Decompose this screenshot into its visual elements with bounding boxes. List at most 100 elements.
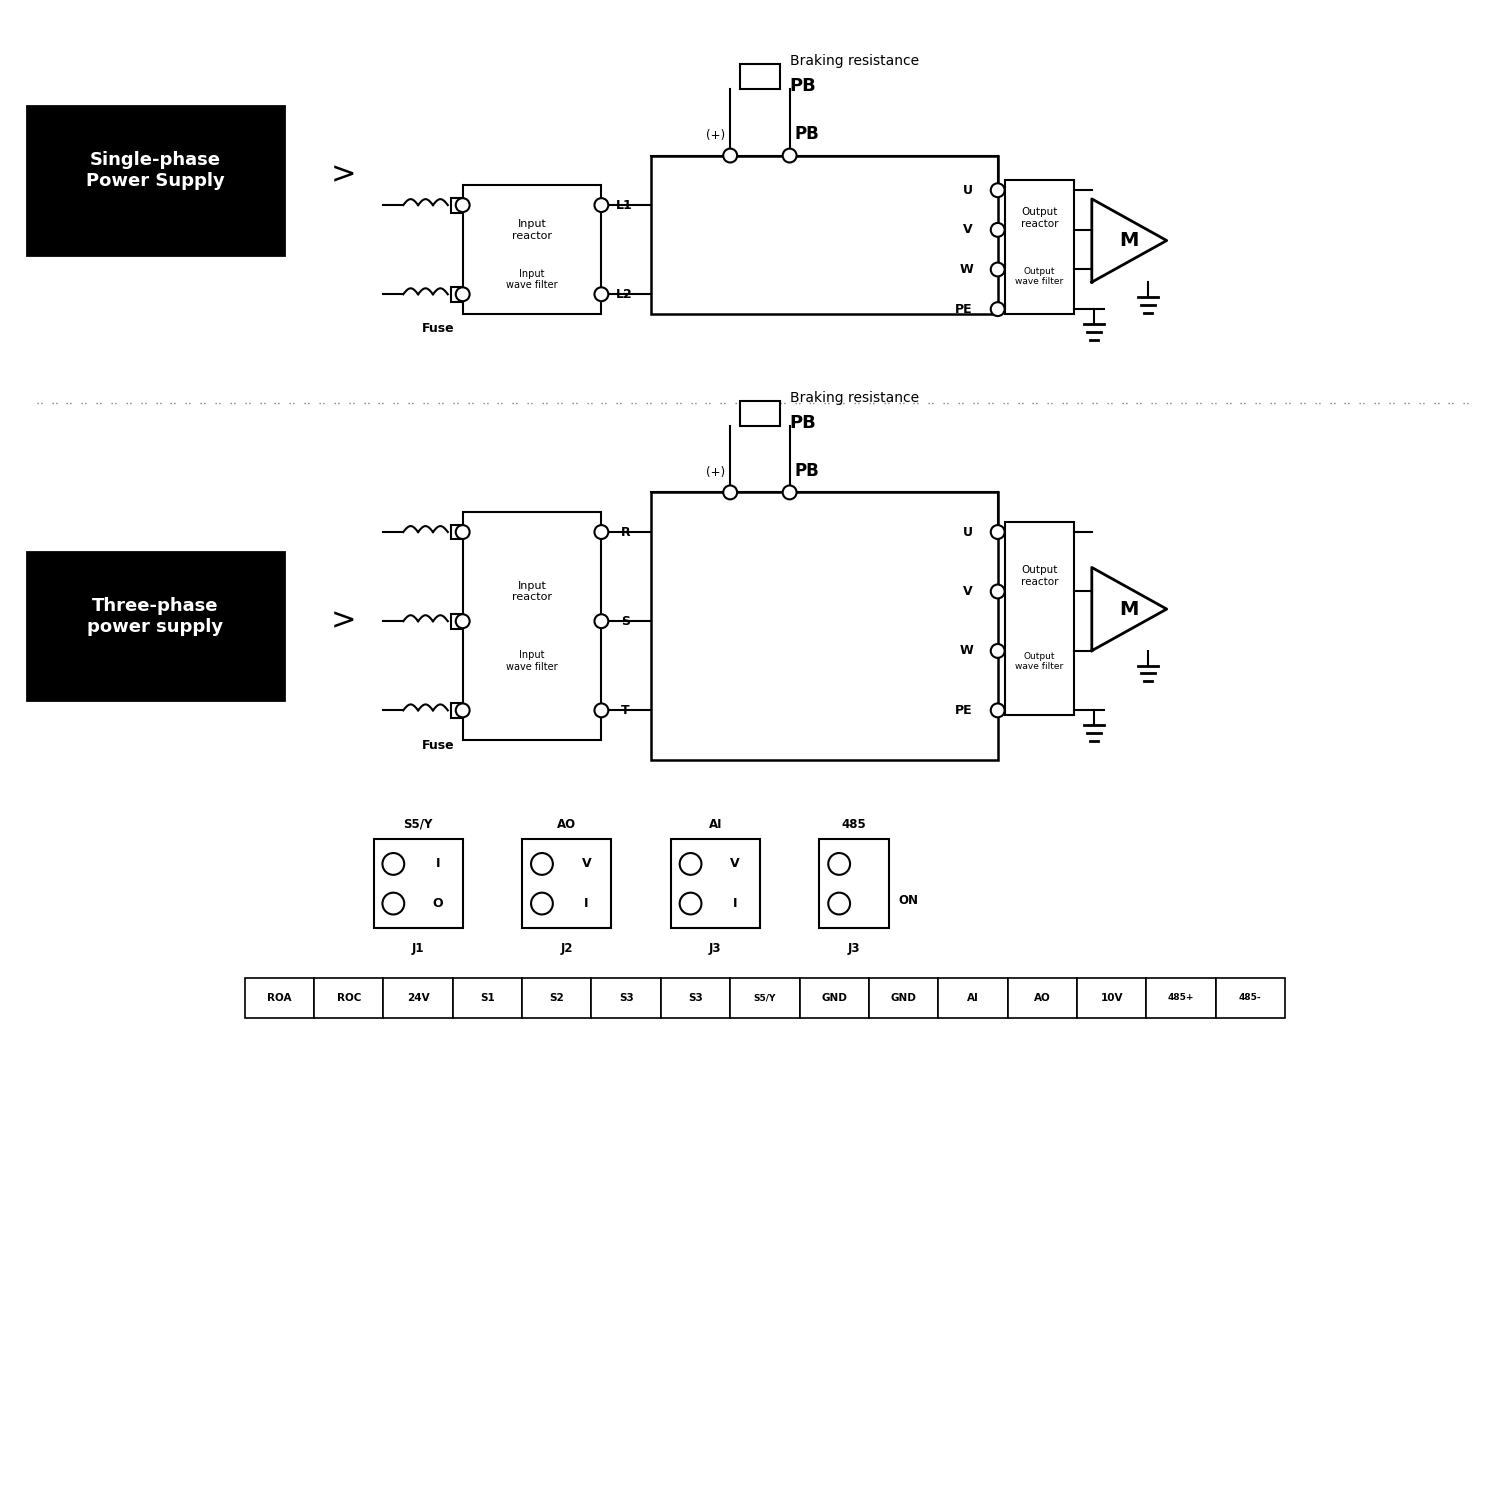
Text: ON: ON: [898, 894, 918, 908]
Text: Single-phase
Power Supply: Single-phase Power Supply: [86, 152, 225, 190]
Text: I: I: [435, 858, 439, 870]
Bar: [740, 400, 780, 426]
Circle shape: [594, 704, 609, 717]
Circle shape: [456, 704, 470, 717]
Text: S3: S3: [620, 993, 633, 1002]
Text: R: R: [621, 525, 632, 538]
Text: ROA: ROA: [267, 993, 291, 1002]
Circle shape: [382, 853, 404, 874]
Bar: [27, 552, 285, 700]
Bar: [462, 186, 602, 314]
Text: ROC: ROC: [336, 993, 362, 1002]
Circle shape: [990, 644, 1005, 658]
Circle shape: [723, 148, 736, 162]
Text: Input
wave filter: Input wave filter: [506, 268, 558, 290]
Bar: [1146, 978, 1215, 1017]
Circle shape: [382, 892, 404, 915]
Text: Output
wave filter: Output wave filter: [1016, 267, 1064, 286]
Text: W: W: [958, 262, 974, 276]
Bar: [452, 614, 465, 628]
Bar: [522, 978, 591, 1017]
Text: M: M: [1119, 231, 1138, 251]
Bar: [1215, 978, 1286, 1017]
Circle shape: [456, 198, 470, 211]
Text: O: O: [432, 897, 442, 910]
Circle shape: [783, 486, 796, 500]
Text: Output
reactor: Output reactor: [1020, 566, 1058, 586]
Bar: [651, 492, 998, 760]
Text: >: >: [332, 160, 357, 190]
Text: S5/Y: S5/Y: [404, 818, 433, 831]
Text: Input
reactor: Input reactor: [512, 219, 552, 240]
Text: S2: S2: [549, 993, 564, 1002]
Text: M: M: [1119, 600, 1138, 618]
Text: T: T: [621, 704, 630, 717]
Text: Fuse: Fuse: [422, 322, 454, 336]
Bar: [452, 198, 465, 213]
Bar: [591, 978, 662, 1017]
Bar: [1005, 522, 1074, 716]
Text: W: W: [958, 645, 974, 657]
Circle shape: [531, 853, 554, 874]
Bar: [452, 525, 465, 540]
Circle shape: [531, 892, 554, 915]
Circle shape: [723, 486, 736, 500]
Text: J2: J2: [561, 942, 573, 954]
Text: AI: AI: [968, 993, 980, 1002]
Text: AO: AO: [556, 818, 576, 831]
Text: L2: L2: [616, 288, 633, 302]
Text: GND: GND: [891, 993, 916, 1002]
Circle shape: [456, 525, 470, 538]
Circle shape: [990, 262, 1005, 276]
Text: PB: PB: [795, 124, 819, 142]
Circle shape: [594, 525, 609, 538]
Circle shape: [990, 224, 1005, 237]
Bar: [453, 978, 522, 1017]
Text: S3: S3: [688, 993, 703, 1002]
Bar: [662, 978, 730, 1017]
Circle shape: [783, 148, 796, 162]
Circle shape: [828, 892, 850, 915]
Bar: [819, 839, 888, 928]
Bar: [730, 978, 800, 1017]
Text: PE: PE: [956, 303, 974, 315]
Text: >: >: [332, 606, 357, 636]
Circle shape: [680, 892, 702, 915]
Circle shape: [990, 183, 1005, 196]
Text: Input
wave filter: Input wave filter: [506, 650, 558, 672]
Text: V: V: [963, 585, 974, 598]
Bar: [938, 978, 1008, 1017]
Circle shape: [456, 615, 470, 628]
Bar: [651, 156, 998, 314]
Text: PB: PB: [795, 462, 819, 480]
Circle shape: [990, 585, 1005, 598]
Circle shape: [594, 198, 609, 211]
Bar: [452, 704, 465, 718]
Circle shape: [680, 853, 702, 874]
Text: AI: AI: [708, 818, 722, 831]
Bar: [670, 839, 760, 928]
Bar: [1077, 978, 1146, 1017]
Text: S5/Y: S5/Y: [753, 993, 776, 1002]
Text: Input
reactor: Input reactor: [512, 580, 552, 603]
Bar: [868, 978, 938, 1017]
Circle shape: [990, 302, 1005, 316]
Text: J3: J3: [710, 942, 722, 954]
Text: V: V: [730, 858, 740, 870]
Circle shape: [594, 288, 609, 302]
Text: 485: 485: [842, 818, 867, 831]
Text: J1: J1: [413, 942, 424, 954]
Circle shape: [456, 288, 470, 302]
Bar: [800, 978, 868, 1017]
Text: (+): (+): [706, 466, 724, 478]
Text: 485+: 485+: [1167, 993, 1194, 1002]
Circle shape: [594, 615, 609, 628]
Text: 485-: 485-: [1239, 993, 1262, 1002]
Text: 10V: 10V: [1101, 993, 1124, 1002]
Text: PE: PE: [956, 704, 974, 717]
Text: Output
reactor: Output reactor: [1020, 207, 1058, 228]
Text: 24V: 24V: [406, 993, 429, 1002]
Text: S: S: [621, 615, 630, 627]
Text: S1: S1: [480, 993, 495, 1002]
Text: Three-phase
power supply: Three-phase power supply: [87, 597, 224, 636]
